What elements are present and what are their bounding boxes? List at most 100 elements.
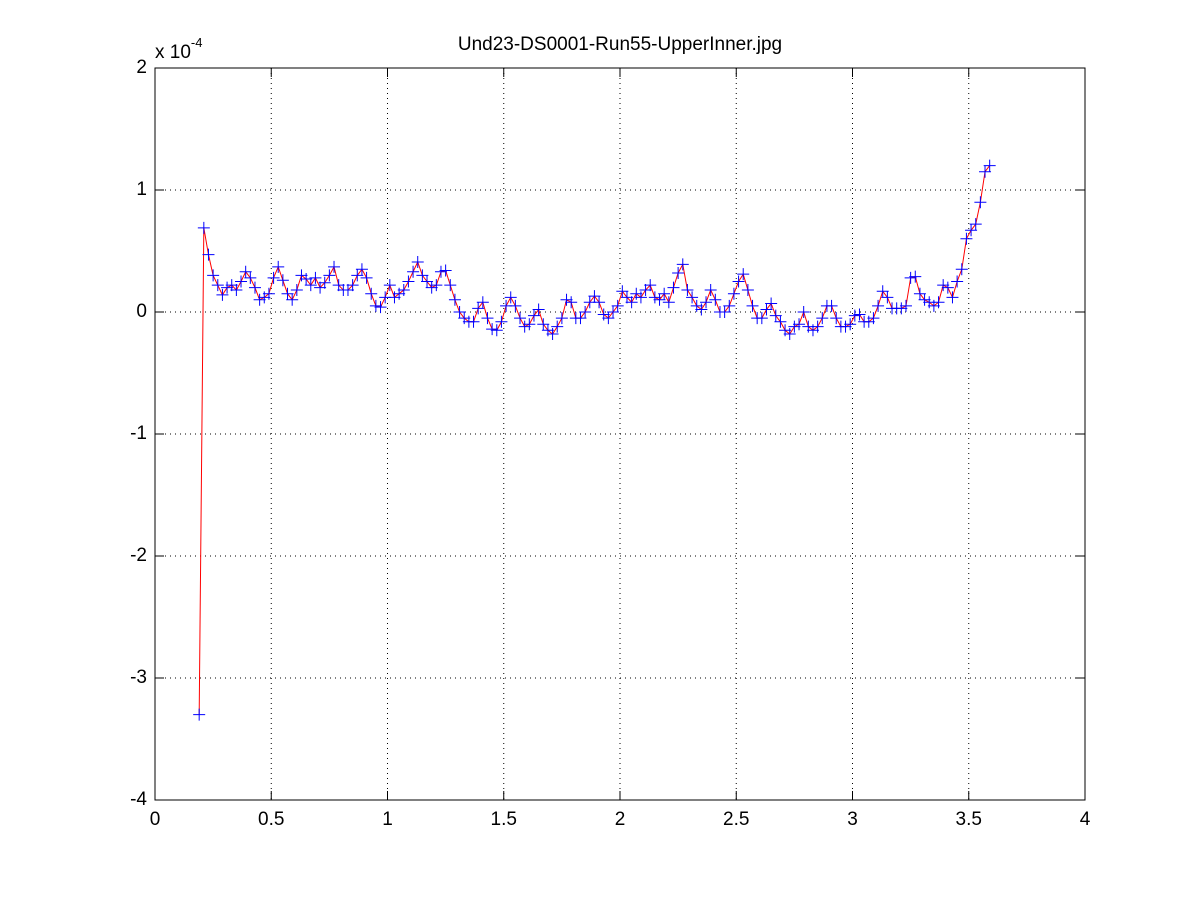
data-marker — [658, 287, 671, 300]
data-marker — [397, 284, 410, 297]
x-tick-label: 1.5 — [491, 809, 517, 830]
y-tick-label: -3 — [130, 667, 147, 688]
data-marker — [332, 279, 345, 292]
data-marker — [672, 266, 685, 279]
data-marker — [532, 303, 545, 316]
data-marker — [913, 287, 926, 300]
data-marker — [486, 323, 499, 336]
data-marker — [769, 309, 782, 322]
data-marker — [341, 284, 354, 297]
x-tick-label: 4 — [1080, 809, 1091, 830]
data-marker — [588, 290, 601, 303]
y-multiplier-exponent: -4 — [191, 35, 203, 50]
data-marker — [755, 312, 768, 325]
data-marker — [946, 291, 959, 304]
data-marker — [565, 296, 578, 309]
y-tick-label: -4 — [130, 789, 147, 810]
data-marker — [244, 271, 257, 284]
y-tick-label: -1 — [130, 423, 147, 444]
data-marker — [490, 324, 503, 337]
data-marker — [709, 293, 722, 306]
data-marker — [574, 312, 587, 325]
data-marker — [937, 279, 950, 292]
data-marker — [941, 281, 954, 294]
data-marker — [286, 293, 299, 306]
data-marker — [360, 271, 373, 284]
y-multiplier: x 10-4 — [155, 35, 202, 63]
data-marker — [514, 312, 527, 325]
data-marker — [481, 312, 494, 325]
data-marker — [225, 279, 238, 292]
data-marker — [797, 306, 810, 318]
data-marker — [551, 320, 564, 333]
data-marker — [235, 275, 248, 288]
x-tick-label: 0 — [150, 809, 161, 830]
data-marker — [723, 299, 736, 312]
y-multiplier-base: x 10 — [155, 42, 191, 63]
data-marker — [300, 273, 313, 286]
data-marker — [318, 276, 331, 289]
data-marker — [741, 284, 754, 297]
data-marker — [355, 263, 368, 276]
data-marker — [383, 279, 396, 292]
data-marker — [727, 287, 740, 300]
data-marker — [686, 291, 699, 304]
data-marker — [639, 284, 652, 297]
data-marker — [207, 269, 220, 282]
y-tick-label: 2 — [136, 57, 147, 78]
data-marker — [537, 318, 550, 331]
data-marker — [439, 264, 452, 277]
y-tick-label: -2 — [130, 545, 147, 566]
data-marker — [974, 196, 987, 209]
data-marker — [402, 275, 415, 288]
data-marker — [197, 221, 210, 234]
data-marker — [960, 232, 973, 245]
data-marker — [202, 248, 215, 261]
x-tick-label: 2.5 — [723, 809, 749, 830]
data-marker — [765, 297, 778, 310]
data-marker — [667, 281, 680, 294]
data-marker — [662, 296, 675, 309]
data-marker — [421, 275, 434, 288]
data-marker — [579, 306, 592, 318]
data-marker — [718, 306, 731, 318]
data-marker — [518, 320, 531, 333]
data-marker — [193, 708, 206, 721]
data-marker — [899, 299, 912, 312]
data-marker — [876, 285, 889, 298]
data-marker — [593, 296, 606, 309]
data-marker — [732, 275, 745, 288]
data-marker — [304, 279, 317, 292]
data-marker — [472, 302, 485, 315]
data-marker — [737, 268, 750, 281]
x-tick-label: 3 — [847, 809, 858, 830]
data-marker — [895, 302, 908, 315]
data-marker — [281, 287, 294, 300]
data-marker — [467, 315, 480, 328]
data-marker — [221, 281, 234, 294]
data-marker — [509, 299, 522, 312]
data-marker — [216, 288, 229, 301]
data-marker — [648, 291, 661, 304]
y-tick-label: 1 — [136, 179, 147, 200]
data-marker — [825, 299, 838, 312]
data-marker — [676, 258, 689, 271]
data-marker — [211, 279, 224, 292]
data-marker — [407, 265, 420, 278]
data-marker — [965, 224, 978, 237]
data-marker — [904, 271, 917, 284]
data-marker — [872, 299, 885, 312]
y-tick-label: 0 — [136, 301, 147, 322]
data-marker — [700, 296, 713, 309]
data-marker — [695, 303, 708, 316]
data-marker — [625, 296, 638, 309]
data-marker — [607, 306, 620, 318]
data-marker — [290, 284, 303, 297]
x-tick-label: 1 — [382, 809, 393, 830]
x-tick-label: 3.5 — [956, 809, 982, 830]
data-marker — [239, 265, 252, 278]
data-marker — [848, 309, 861, 322]
data-marker — [230, 284, 243, 297]
